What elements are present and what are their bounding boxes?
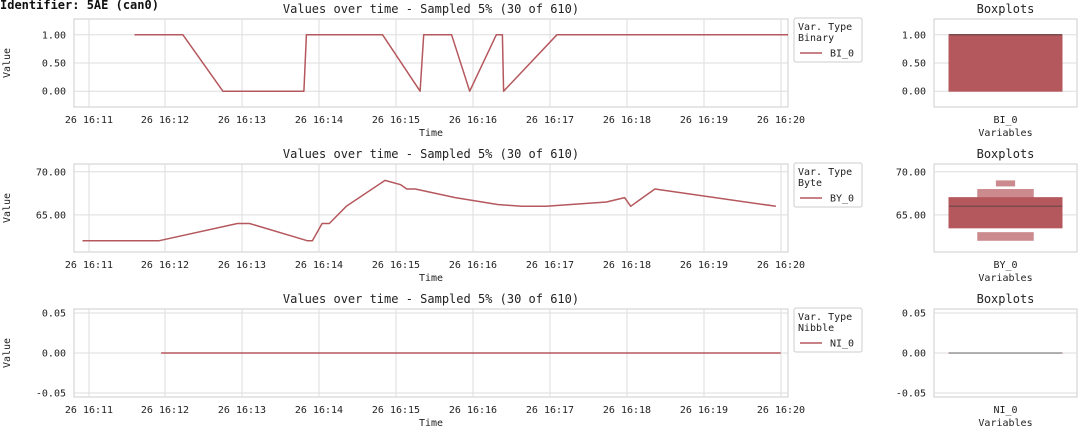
panel1-legend-box <box>793 17 863 63</box>
panel3-box-xtick-label: NI_0 <box>993 405 1017 416</box>
identifier-label: Identifier: 5AE (can0) <box>0 0 159 12</box>
panel2-ytick-label: 70.00 <box>36 167 66 178</box>
panel2-box-letter-value <box>977 189 1034 198</box>
panel3-xtick-label: 26 16:13 <box>218 405 266 416</box>
panel2-series-BY_0 <box>82 179 777 242</box>
panel3-xtick-label: 26 16:15 <box>372 405 420 416</box>
panel1-xtick-label: 26 16:12 <box>141 115 189 126</box>
panel2-xtick-label: 26 16:20 <box>757 260 805 271</box>
panel1-xtick-label: 26 16:20 <box>757 115 805 126</box>
panel2-box-letter-value <box>977 232 1034 241</box>
panel3-xtick-label: 26 16:11 <box>65 405 113 416</box>
panel1-box-ytick-label: 0.00 <box>902 87 926 98</box>
panel1-xtick-label: 26 16:11 <box>65 115 113 126</box>
panel3-box-xlabel: Variables <box>978 418 1032 429</box>
panel2-ylabel: Value <box>2 193 13 223</box>
panel1-ytick-label: 0.50 <box>42 59 66 70</box>
panel3-xtick-label: 26 16:17 <box>526 405 574 416</box>
panel3-xtick-label: 26 16:19 <box>680 405 728 416</box>
panel1-box-ytick-label: 0.50 <box>902 59 926 70</box>
panel1-legend-type: Binary <box>798 33 834 44</box>
panel2-xtick-label: 26 16:13 <box>218 260 266 271</box>
panel3-legend-box <box>793 307 863 353</box>
panel2-box-frame <box>933 163 1078 253</box>
panel3-title: Values over time - Sampled 5% (30 of 610… <box>283 292 579 306</box>
panel3-box-ytick-label: 0.05 <box>902 309 926 320</box>
panel2-box-xlabel: Variables <box>978 273 1032 284</box>
panel1-xtick-label: 26 16:13 <box>218 115 266 126</box>
panel1-legend-label: BI_0 <box>830 49 854 60</box>
panel3-box-ytick-label: 0.00 <box>902 349 926 360</box>
panel3-ytick-label: -0.05 <box>36 389 66 400</box>
panel2-box-title: Boxplots <box>977 147 1035 161</box>
panel2-box-ytick-label: 65.00 <box>896 210 926 221</box>
panel1-xtick-label: 26 16:16 <box>449 115 497 126</box>
panel1-box-title: Boxplots <box>977 2 1035 16</box>
panel1-ylabel: Value <box>2 48 13 78</box>
panel3-xtick-label: 26 16:20 <box>757 405 805 416</box>
panel1-box-body <box>948 34 1063 92</box>
panel2-ytick-label: 65.00 <box>36 210 66 221</box>
panel2-box-letter-value <box>995 180 1016 187</box>
panel2-xlabel: Time <box>419 273 443 284</box>
panel3-xtick-label: 26 16:14 <box>295 405 343 416</box>
panel3-legend-label: NI_0 <box>830 339 854 350</box>
panel1-box-xlabel: Variables <box>978 128 1032 139</box>
panel1-xtick-label: 26 16:19 <box>680 115 728 126</box>
panel2-xtick-label: 26 16:17 <box>526 260 574 271</box>
panel3-legend-title: Var. Type <box>798 312 852 323</box>
panel2-xtick-label: 26 16:11 <box>65 260 113 271</box>
panel3-xtick-label: 26 16:16 <box>449 405 497 416</box>
panel3-xtick-label: 26 16:12 <box>141 405 189 416</box>
panel1-box-xtick-label: BI_0 <box>993 115 1017 126</box>
panel2-box-ytick-label: 70.00 <box>896 167 926 178</box>
panel1-xtick-label: 26 16:17 <box>526 115 574 126</box>
panel2-legend-box <box>793 162 863 208</box>
panel1-xlabel: Time <box>419 128 443 139</box>
panel2-plot-frame <box>73 163 789 253</box>
panel1-box-ytick-label: 1.00 <box>902 30 926 41</box>
panel3-ytick-label: 0.00 <box>42 349 66 360</box>
panel1-ytick-label: 0.00 <box>42 87 66 98</box>
panel2-legend-title: Var. Type <box>798 167 852 178</box>
panel2-xtick-label: 26 16:12 <box>141 260 189 271</box>
panel2-xtick-label: 26 16:14 <box>295 260 343 271</box>
panel2-xtick-label: 26 16:19 <box>680 260 728 271</box>
panel1-xtick-label: 26 16:18 <box>603 115 651 126</box>
panel1-series-BI_0 <box>134 34 788 92</box>
panel3-box-ytick-label: -0.05 <box>896 389 926 400</box>
panel3-xtick-label: 26 16:18 <box>603 405 651 416</box>
panel2-title: Values over time - Sampled 5% (30 of 610… <box>283 147 579 161</box>
panel2-xtick-label: 26 16:16 <box>449 260 497 271</box>
panel3-legend-type: Nibble <box>798 323 834 334</box>
panel2-legend-label: BY_0 <box>830 194 854 205</box>
panel3-xlabel: Time <box>419 418 443 429</box>
panel2-xtick-label: 26 16:15 <box>372 260 420 271</box>
panel2-box-xtick-label: BY_0 <box>993 260 1017 271</box>
panel2-legend-type: Byte <box>798 178 822 189</box>
panel3-ylabel: Value <box>2 338 13 368</box>
panel1-xtick-label: 26 16:14 <box>295 115 343 126</box>
panel2-box-body <box>948 197 1063 229</box>
panel1-ytick-label: 1.00 <box>42 30 66 41</box>
panel1-title: Values over time - Sampled 5% (30 of 610… <box>283 2 579 16</box>
panel1-xtick-label: 26 16:15 <box>372 115 420 126</box>
panel2-xtick-label: 26 16:18 <box>603 260 651 271</box>
panel3-ytick-label: 0.05 <box>42 309 66 320</box>
panel1-legend-title: Var. Type <box>798 22 852 33</box>
panel3-box-title: Boxplots <box>977 292 1035 306</box>
